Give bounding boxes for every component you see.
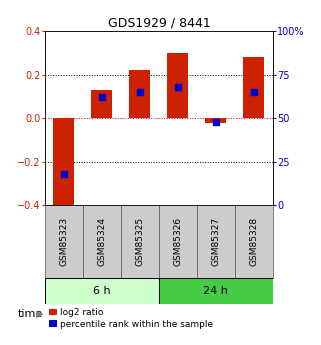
Bar <box>168 53 188 118</box>
Bar <box>159 278 273 304</box>
Bar <box>83 205 121 278</box>
Point <box>137 89 143 95</box>
Point <box>175 84 180 90</box>
Point <box>213 119 218 125</box>
Point <box>99 95 104 100</box>
Point <box>251 89 256 95</box>
Bar <box>45 278 159 304</box>
Text: time: time <box>18 309 43 319</box>
Bar <box>197 205 235 278</box>
Bar <box>235 205 273 278</box>
Bar <box>159 205 197 278</box>
Bar <box>121 205 159 278</box>
Text: GSM85324: GSM85324 <box>97 217 107 266</box>
Text: 24 h: 24 h <box>204 286 228 296</box>
Title: GDS1929 / 8441: GDS1929 / 8441 <box>108 17 210 30</box>
Bar <box>129 70 150 118</box>
Bar <box>45 205 83 278</box>
Text: GSM85323: GSM85323 <box>59 217 68 266</box>
Text: GSM85327: GSM85327 <box>211 217 221 266</box>
Text: GSM85326: GSM85326 <box>173 217 182 266</box>
Text: GSM85325: GSM85325 <box>135 217 144 266</box>
Text: ▶: ▶ <box>36 309 43 319</box>
Bar <box>205 118 226 122</box>
Text: GSM85328: GSM85328 <box>249 217 258 266</box>
Legend: log2 ratio, percentile rank within the sample: log2 ratio, percentile rank within the s… <box>49 308 213 329</box>
Point <box>61 171 66 177</box>
Bar <box>54 118 74 210</box>
Text: 6 h: 6 h <box>93 286 111 296</box>
Bar <box>91 90 112 118</box>
Bar <box>243 57 264 118</box>
